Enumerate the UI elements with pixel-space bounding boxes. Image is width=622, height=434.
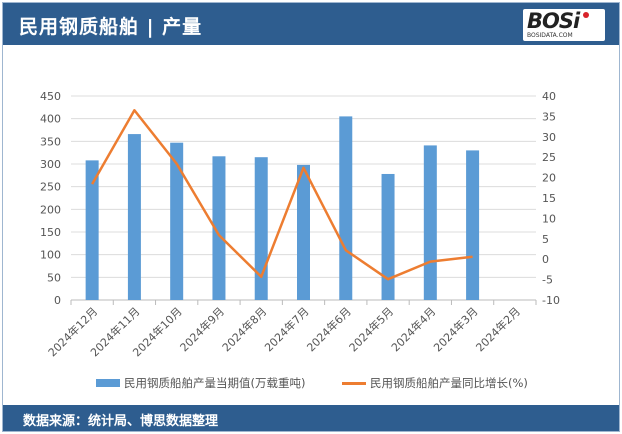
x-tick-label: 2024年7月 [261, 304, 311, 354]
right-tick-label: -5 [542, 274, 553, 287]
bar [254, 157, 268, 300]
right-tick-label: 20 [542, 172, 556, 185]
legend-swatch-bar [96, 379, 120, 387]
left-tick-label: 400 [40, 113, 61, 126]
legend-label-bar: 民用钢质船舶产量当期值(万载重吨) [124, 376, 306, 390]
right-tick-label: 5 [542, 233, 549, 246]
x-tick-label: 2024年8月 [219, 304, 269, 354]
data-source: 数据来源：统计局、博思数据整理 [23, 414, 219, 429]
left-tick-label: 300 [40, 158, 61, 171]
left-tick-label: 350 [40, 135, 61, 148]
left-tick-label: 150 [40, 226, 61, 239]
right-tick-label: 0 [542, 253, 549, 266]
x-tick-label: 2024年3月 [431, 304, 481, 354]
left-tick-label: 50 [47, 271, 61, 284]
bar [127, 134, 141, 300]
bar [423, 145, 437, 300]
left-tick-label: 0 [54, 294, 61, 307]
x-tick-label: 2024年2月 [473, 304, 523, 354]
right-tick-label: 30 [542, 131, 556, 144]
footer-bar: 数据来源：统计局、博思数据整理 [3, 405, 619, 431]
left-tick-label: 250 [40, 181, 61, 194]
legend-label-line: 民用钢质船舶产量同比增长(%) [370, 376, 528, 390]
legend-item-line: 民用钢质船舶产量同比增长(%) [342, 375, 528, 391]
bar [85, 160, 99, 300]
bar [297, 164, 310, 300]
right-tick-label: 25 [542, 151, 556, 164]
left-tick-label: 200 [40, 203, 61, 216]
right-tick-label: 35 [542, 110, 556, 123]
right-tick-label: 40 [542, 90, 556, 103]
left-tick-label: 100 [40, 249, 61, 262]
x-tick-label: 2024年9月 [177, 304, 227, 354]
x-tick-label: 2024年4月 [388, 304, 438, 354]
left-tick-label: 450 [40, 90, 61, 103]
bar [170, 142, 184, 300]
legend-swatch-line [342, 381, 366, 385]
growth-line [91, 109, 473, 281]
bar [339, 116, 353, 301]
x-tick-label: 2024年6月 [304, 304, 354, 354]
right-tick-label: 15 [542, 192, 556, 205]
right-tick-label: 10 [542, 212, 556, 225]
bosi-logo: BOSi BOSIDATA.COM [523, 9, 605, 41]
bar [466, 150, 480, 300]
header-bar: 民用钢质船舶 | 产量 BOSi BOSIDATA.COM [3, 3, 619, 45]
right-tick-label: -10 [542, 294, 560, 307]
page-title: 民用钢质船舶 | 产量 [19, 16, 203, 38]
bar [381, 173, 395, 300]
legend-item-bar: 民用钢质船舶产量当期值(万载重吨) [96, 375, 305, 391]
x-tick-label: 2024年5月 [346, 304, 396, 354]
bar [212, 156, 226, 300]
